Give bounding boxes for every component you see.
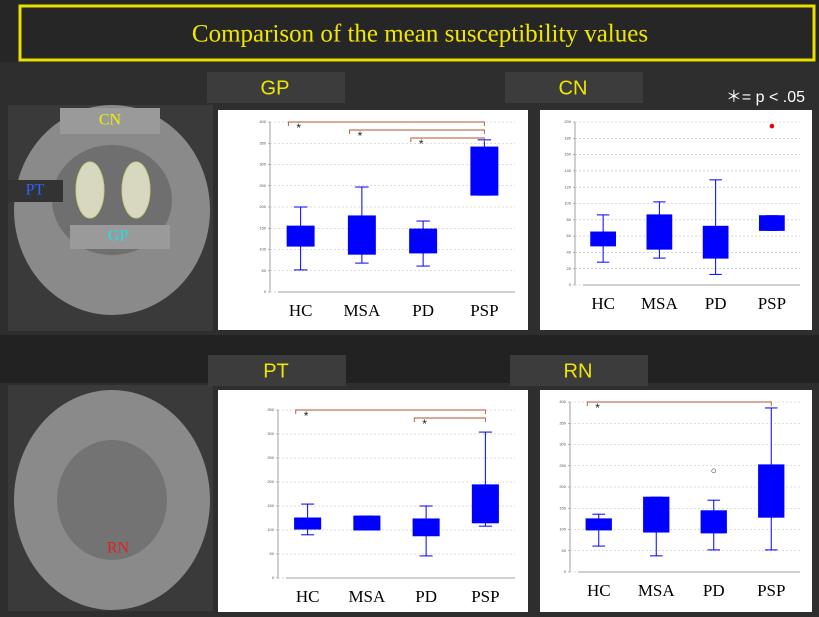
x-tick-label: PD bbox=[412, 301, 434, 320]
outlier bbox=[770, 124, 774, 128]
x-tick-label: PD bbox=[415, 587, 437, 606]
box bbox=[354, 516, 380, 530]
y-tick-label: 50 bbox=[270, 551, 275, 556]
brain-image-top: CN PT GP bbox=[8, 105, 213, 331]
y-tick-label: 400 bbox=[259, 119, 266, 124]
y-tick-label: 60 bbox=[567, 233, 572, 238]
y-tick-label: 250 bbox=[559, 463, 566, 468]
x-tick-label: PD bbox=[703, 581, 725, 600]
significance-star: * bbox=[595, 401, 600, 415]
x-tick-label: HC bbox=[587, 581, 611, 600]
box bbox=[472, 485, 498, 523]
box bbox=[295, 518, 321, 529]
y-tick-label: 350 bbox=[559, 420, 566, 425]
y-tick-label: 150 bbox=[267, 503, 274, 508]
panel-title: GP bbox=[261, 77, 290, 99]
brain-label: GP bbox=[108, 228, 129, 245]
box bbox=[410, 229, 437, 253]
box bbox=[701, 511, 726, 533]
nucleus bbox=[76, 162, 104, 218]
significance-star: * bbox=[304, 409, 309, 423]
y-tick-label: 350 bbox=[259, 140, 266, 145]
box bbox=[760, 216, 785, 231]
y-tick-label: 80 bbox=[567, 217, 572, 222]
significance-note: ＊= p < .05 bbox=[726, 89, 805, 106]
box bbox=[413, 519, 439, 536]
panel-title: PT bbox=[263, 360, 289, 382]
x-tick-label: MSA bbox=[641, 294, 679, 313]
x-tick-label: HC bbox=[289, 301, 313, 320]
y-tick-label: 140 bbox=[564, 168, 571, 173]
y-tick-label: 20 bbox=[567, 266, 572, 271]
y-tick-label: 50 bbox=[262, 268, 267, 273]
y-tick-label: 150 bbox=[259, 225, 266, 230]
title: Comparison of the mean susceptibility va… bbox=[192, 21, 648, 48]
x-tick-label: PSP bbox=[758, 294, 786, 313]
significance-star: * bbox=[358, 129, 363, 143]
y-tick-label: 40 bbox=[567, 249, 572, 254]
y-tick-label: 250 bbox=[267, 455, 274, 460]
panel-title: CN bbox=[559, 77, 588, 99]
box bbox=[287, 226, 314, 246]
box bbox=[471, 147, 498, 195]
outlier bbox=[712, 469, 716, 473]
y-tick-label: 250 bbox=[259, 183, 266, 188]
box bbox=[591, 232, 616, 246]
significance-star: * bbox=[422, 417, 427, 431]
x-tick-label: HC bbox=[296, 587, 320, 606]
y-tick-label: 120 bbox=[564, 184, 571, 189]
significance-star: * bbox=[296, 121, 301, 135]
nucleus bbox=[122, 162, 150, 218]
x-tick-label: PSP bbox=[471, 587, 499, 606]
y-tick-label: 100 bbox=[559, 527, 566, 532]
y-tick-label: 300 bbox=[259, 162, 266, 167]
x-tick-label: MSA bbox=[343, 301, 381, 320]
brain-label: CN bbox=[99, 112, 122, 129]
x-tick-label: PSP bbox=[757, 581, 785, 600]
brain-image-bottom: RN bbox=[8, 385, 213, 611]
y-tick-label: 350 bbox=[267, 407, 274, 412]
panel-title: RN bbox=[564, 360, 593, 382]
significance-star: * bbox=[419, 137, 424, 151]
y-tick-label: 100 bbox=[564, 201, 571, 206]
x-tick-label: MSA bbox=[348, 587, 386, 606]
divider-band bbox=[0, 335, 819, 383]
y-tick-label: 150 bbox=[559, 505, 566, 510]
slide: Comparison of the mean susceptibility va… bbox=[0, 0, 819, 617]
box bbox=[647, 215, 672, 249]
y-tick-label: 300 bbox=[559, 442, 566, 447]
brain-label: RN bbox=[107, 540, 130, 557]
y-tick-label: 200 bbox=[267, 479, 274, 484]
y-tick-label: 100 bbox=[259, 247, 266, 252]
y-tick-label: 300 bbox=[267, 431, 274, 436]
box bbox=[644, 497, 669, 532]
y-tick-label: 200 bbox=[564, 119, 571, 124]
y-tick-label: 400 bbox=[559, 399, 566, 404]
y-tick-label: 180 bbox=[564, 135, 571, 140]
brain-label: PT bbox=[26, 182, 45, 199]
box bbox=[703, 226, 728, 258]
x-tick-label: MSA bbox=[638, 581, 676, 600]
x-tick-label: HC bbox=[591, 294, 615, 313]
y-tick-label: 160 bbox=[564, 152, 571, 157]
box bbox=[586, 519, 611, 530]
x-tick-label: PD bbox=[705, 294, 727, 313]
x-tick-label: PSP bbox=[470, 301, 498, 320]
box bbox=[759, 465, 784, 517]
y-tick-label: 100 bbox=[267, 527, 274, 532]
y-tick-label: 200 bbox=[559, 484, 566, 489]
y-tick-label: 50 bbox=[562, 548, 567, 553]
y-tick-label: 200 bbox=[259, 204, 266, 209]
box bbox=[348, 216, 375, 254]
